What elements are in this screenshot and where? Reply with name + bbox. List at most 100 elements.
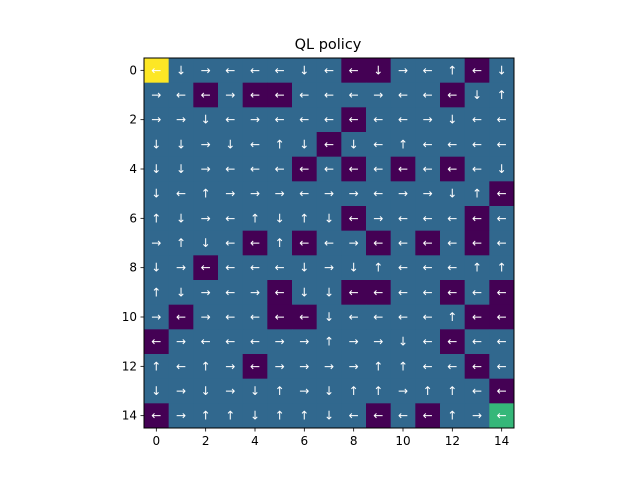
heatmap-cell — [464, 230, 490, 256]
policy-arrow: ↑ — [299, 211, 309, 225]
heatmap-cell — [390, 378, 416, 404]
heatmap-cell — [464, 403, 490, 429]
policy-arrow: ↑ — [497, 261, 507, 275]
y-tick-label: 6 — [129, 211, 137, 225]
heatmap-cell — [390, 329, 416, 355]
policy-arrow: ↑ — [373, 359, 383, 373]
heatmap-cell — [415, 304, 441, 330]
policy-arrow: ← — [373, 137, 383, 151]
heatmap-cell — [415, 206, 441, 232]
heatmap-cell — [144, 378, 170, 404]
policy-arrow: → — [225, 187, 235, 201]
heatmap-cell — [390, 156, 416, 182]
policy-arrow: ← — [472, 63, 482, 77]
policy-arrow: ← — [423, 137, 433, 151]
policy-arrow: ↓ — [176, 211, 186, 225]
heatmap-cell — [341, 378, 367, 404]
heatmap-cell — [242, 107, 268, 133]
policy-arrow: ↑ — [275, 409, 285, 423]
policy-arrow: → — [398, 187, 408, 201]
policy-arrow: ↑ — [225, 409, 235, 423]
heatmap-cell — [489, 280, 515, 306]
heatmap-cell — [415, 107, 441, 133]
x-tick-label: 2 — [202, 434, 210, 448]
policy-arrow: ← — [349, 113, 359, 127]
heatmap-cell — [489, 181, 515, 207]
heatmap-cell — [316, 329, 342, 355]
heatmap-cell — [316, 378, 342, 404]
heatmap-cell — [193, 181, 219, 207]
heatmap-cell — [366, 132, 392, 158]
heatmap-cell — [341, 304, 367, 330]
policy-arrow: ← — [497, 113, 507, 127]
policy-arrow: → — [151, 236, 161, 250]
policy-arrow: ← — [497, 409, 507, 423]
policy-arrow: → — [151, 310, 161, 324]
y-tick-label: 10 — [122, 310, 137, 324]
policy-arrow: ↓ — [373, 63, 383, 77]
policy-arrow: ↓ — [472, 88, 482, 102]
heatmap-cell — [366, 378, 392, 404]
policy-arrow: ↓ — [299, 285, 309, 299]
policy-arrow: ↑ — [201, 187, 211, 201]
heatmap-cell — [440, 403, 466, 429]
heatmap-cell — [489, 206, 515, 232]
heatmap-cell — [168, 329, 194, 355]
policy-arrow: ↓ — [151, 261, 161, 275]
policy-arrow: ← — [349, 88, 359, 102]
heatmap-cell — [168, 403, 194, 429]
policy-arrow: ↓ — [299, 261, 309, 275]
policy-arrow: ← — [275, 113, 285, 127]
heatmap-cell — [242, 206, 268, 232]
heatmap-cell — [316, 403, 342, 429]
heatmap-cell — [489, 378, 515, 404]
policy-arrow: ← — [324, 88, 334, 102]
heatmap-cell — [366, 329, 392, 355]
heatmap-cell — [366, 181, 392, 207]
heatmap-cell — [464, 354, 490, 380]
policy-arrow: ↓ — [324, 310, 334, 324]
heatmap-cell — [464, 58, 490, 84]
policy-arrow: ← — [324, 162, 334, 176]
heatmap-cell — [316, 255, 342, 281]
heatmap-cell — [415, 378, 441, 404]
heatmap-cell — [440, 329, 466, 355]
policy-arrow: ↓ — [324, 211, 334, 225]
heatmap-cell — [366, 58, 392, 84]
heatmap-cell — [218, 82, 244, 108]
policy-arrow: ← — [176, 88, 186, 102]
heatmap-cell — [267, 107, 293, 133]
heatmap-cell — [464, 304, 490, 330]
heatmap-cell — [292, 107, 318, 133]
heatmap-cell — [218, 304, 244, 330]
heatmap-cell — [489, 354, 515, 380]
heatmap-cell — [242, 304, 268, 330]
policy-arrow: ← — [349, 211, 359, 225]
policy-arrow: ← — [225, 162, 235, 176]
heatmap-cell — [415, 82, 441, 108]
heatmap-cell — [489, 107, 515, 133]
y-tick-label: 12 — [122, 359, 137, 373]
heatmap-cell — [415, 230, 441, 256]
policy-arrow: → — [176, 409, 186, 423]
heatmap-cell — [464, 181, 490, 207]
policy-arrow: ← — [398, 285, 408, 299]
policy-arrow: ← — [373, 310, 383, 324]
heatmap-cell — [193, 156, 219, 182]
heatmap-cell — [316, 58, 342, 84]
heatmap-cell — [218, 58, 244, 84]
heatmap-cell — [390, 280, 416, 306]
heatmap-cell — [390, 132, 416, 158]
heatmap-cell — [316, 230, 342, 256]
policy-arrow: ← — [472, 310, 482, 324]
heatmap-cell — [267, 230, 293, 256]
heatmap-cell — [366, 107, 392, 133]
policy-arrow: ← — [324, 236, 334, 250]
policy-arrow: ↑ — [176, 236, 186, 250]
policy-arrow: ← — [250, 162, 260, 176]
policy-arrow: ← — [225, 285, 235, 299]
heatmap-cell — [242, 82, 268, 108]
policy-arrow: ← — [423, 310, 433, 324]
heatmap-cell — [440, 82, 466, 108]
heatmap-cell — [144, 58, 170, 84]
